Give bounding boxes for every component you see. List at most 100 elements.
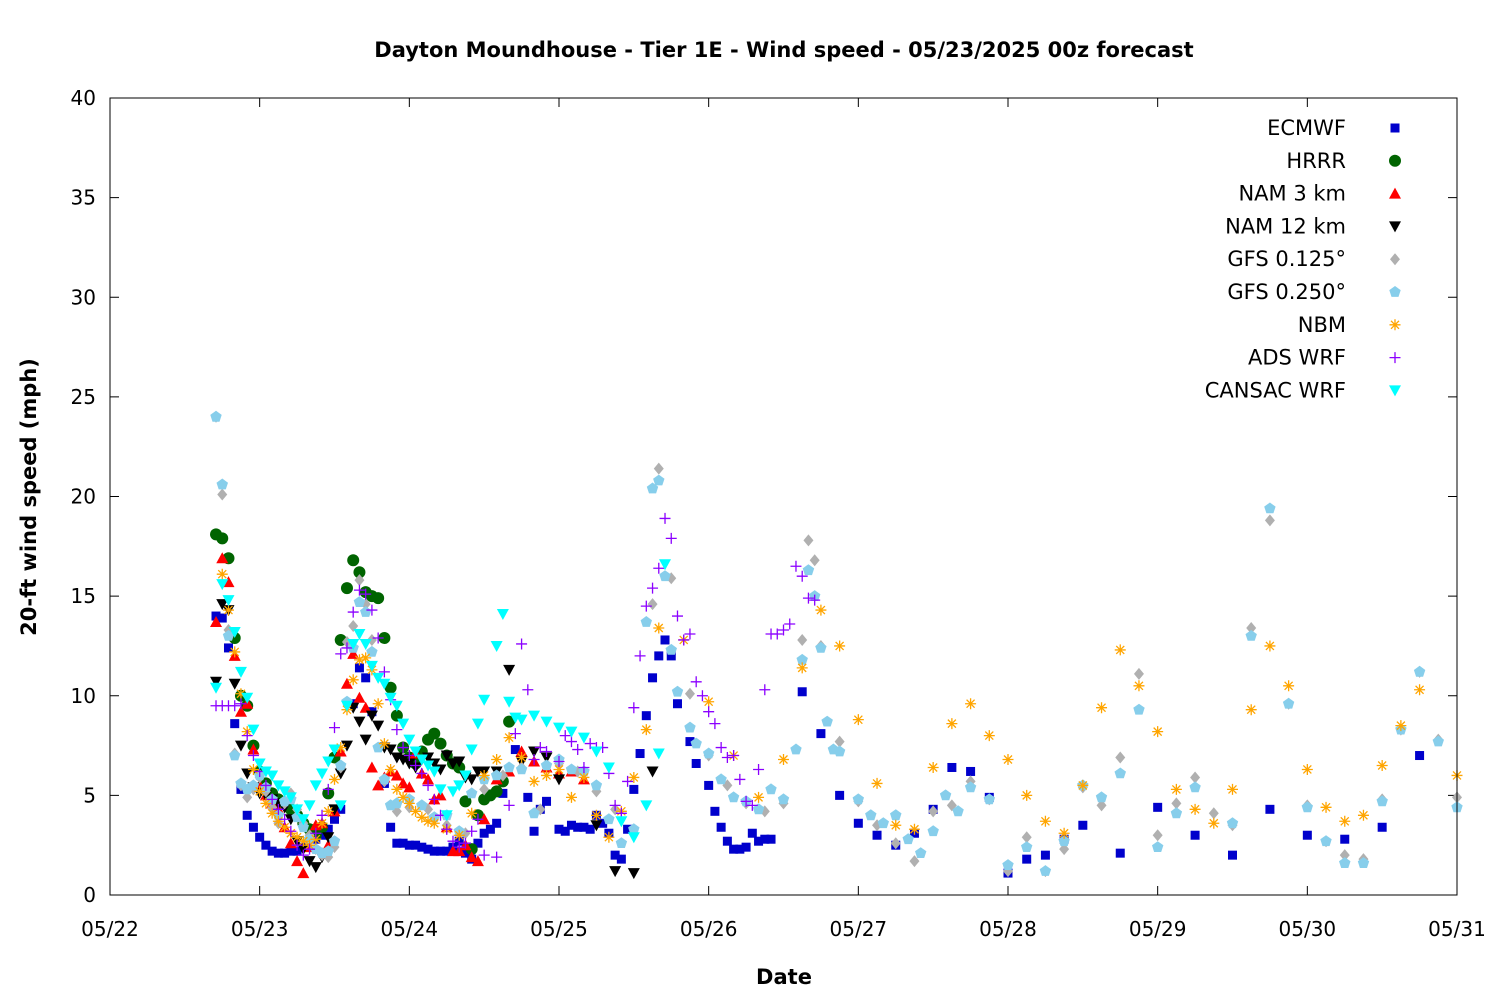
plot-area [210,410,1463,880]
data-point-ecmwf [560,826,570,836]
data-point-gfs-0-250 [877,817,889,829]
data-point-ads-wrf [441,823,453,835]
data-point-cansac-wrf [659,559,672,571]
data-point-nbm [416,811,428,823]
data-point-ads-wrf [790,560,802,572]
data-point-cansac-wrf [453,780,466,792]
data-point-gfs-0-250 [1339,857,1351,868]
data-point-ads-wrf [397,742,409,754]
data-point-ecmwf [529,826,539,836]
data-point-gfs-0-125 [1133,667,1144,680]
data-point-ads-wrf [715,742,727,754]
data-point-gfs-0-125 [479,783,490,796]
legend-marker-nam-3-km [1389,187,1401,199]
data-point-ecmwf [816,729,826,739]
data-point-cansac-wrf [340,700,353,712]
data-point-cansac-wrf [222,595,235,607]
x-tick-label: 05/23 [231,917,289,941]
data-point-ads-wrf [503,799,515,811]
data-point-ecmwf [498,788,508,798]
data-point-nam-12-km [353,716,366,728]
data-point-cansac-wrf [440,810,453,822]
data-point-ads-wrf [565,736,577,748]
data-point-nbm [1002,754,1014,766]
data-point-ecmwf [835,790,845,800]
data-point-ecmwf [273,848,283,858]
data-point-gfs-0-250 [752,803,765,815]
data-point-nbm [1152,726,1164,738]
data-point-cansac-wrf [365,660,378,672]
data-point-nam-12-km [334,768,347,780]
data-point-gfs-0-250 [703,747,715,759]
data-point-gfs-0-250 [291,811,303,823]
data-point-ads-wrf [391,724,403,736]
data-point-ecmwf [735,844,745,854]
data-point-gfs-0-250 [210,410,222,422]
data-point-ads-wrf [316,809,328,821]
data-point-gfs-0-250 [952,805,964,817]
data-point-ecmwf [1153,802,1163,812]
data-point-ads-wrf [353,584,365,596]
series-hrrr [210,528,516,856]
data-point-cansac-wrf [291,804,304,816]
data-point-gfs-0-250 [1114,767,1126,779]
data-point-gfs-0-250 [964,781,977,793]
data-point-cansac-wrf [284,792,297,804]
data-point-ecmwf [797,687,807,697]
data-point-nam-3-km [365,761,378,773]
data-point-ads-wrf [534,742,546,754]
data-point-ads-wrf [640,600,652,612]
data-point-ecmwf [523,792,533,802]
data-point-nbm [235,688,247,700]
data-point-ads-wrf [372,632,384,644]
data-point-nbm [1376,759,1388,771]
data-point-nbm [553,763,565,775]
data-point-cansac-wrf [372,672,385,684]
data-point-nbm [516,752,528,764]
data-point-gfs-0-250 [852,793,864,805]
data-point-ads-wrf [279,813,291,825]
data-point-gfs-0-125 [1339,849,1350,862]
data-point-ads-wrf [746,799,758,811]
data-point-gfs-0-250 [540,759,553,771]
data-point-ecmwf [704,780,714,790]
data-point-ecmwf [716,822,726,832]
data-point-ads-wrf [516,638,528,650]
data-point-nam-3-km [210,616,223,628]
data-point-nbm [397,791,409,803]
data-point-cansac-wrf [266,770,279,782]
data-point-ecmwf [585,824,595,834]
data-point-ads-wrf [285,825,297,837]
data-point-gfs-0-250 [603,813,615,825]
data-point-nam-12-km [465,774,478,786]
data-point-nbm [815,604,827,616]
data-point-ecmwf [330,814,339,824]
data-point-gfs-0-250 [939,789,952,801]
data-point-ads-wrf [634,650,646,662]
data-point-ecmwf [623,824,633,834]
data-point-nbm [1414,684,1426,696]
data-point-nbm [353,654,365,666]
data-point-nbm [1395,720,1407,732]
data-point-cansac-wrf [465,744,478,756]
data-point-gfs-0-125 [1096,799,1107,812]
data-point-ads-wrf [491,851,503,863]
data-point-ads-wrf [297,849,309,861]
data-point-ads-wrf [291,839,303,851]
data-point-ecmwf [747,828,757,838]
data-point-nbm [778,754,789,766]
data-point-cansac-wrf [590,746,603,758]
data-point-ecmwf [442,846,452,856]
data-point-ads-wrf [304,843,316,855]
data-point-gfs-0-250 [322,845,334,856]
data-point-ads-wrf [647,582,659,594]
data-point-ads-wrf [422,779,434,791]
data-point-gfs-0-250 [1095,791,1108,803]
data-point-nam-3-km [372,779,385,791]
data-point-nam-12-km [322,832,335,844]
data-point-nbm [640,724,652,736]
legend-label-nam-3-km: NAM 3 km [1238,182,1346,206]
data-point-cansac-wrf [403,734,416,746]
data-point-ads-wrf [665,532,677,544]
data-point-ads-wrf [416,767,428,779]
